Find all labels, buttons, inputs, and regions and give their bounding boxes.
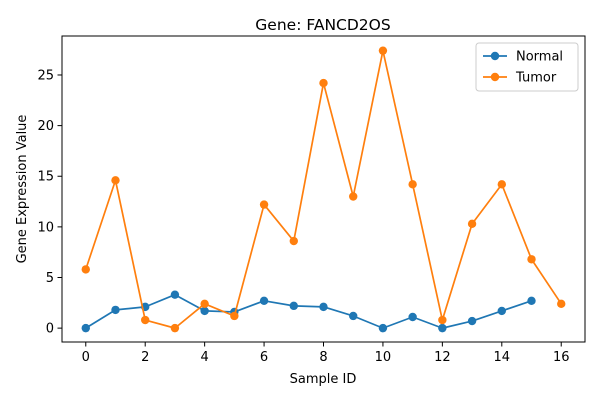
normal-data-point bbox=[378, 323, 388, 333]
x-tick-label: 2 bbox=[141, 350, 149, 365]
normal-data-point bbox=[259, 296, 269, 305]
x-axis-label: Sample ID bbox=[290, 372, 357, 387]
y-tick-label: 25 bbox=[37, 68, 54, 83]
normal-data-point bbox=[467, 316, 477, 326]
tumor-data-point bbox=[170, 323, 180, 333]
tumor-data-point bbox=[438, 315, 447, 325]
tumor-data-point bbox=[230, 311, 239, 321]
normal-data-point bbox=[408, 312, 417, 322]
normal-data-point bbox=[349, 311, 358, 321]
normal-data-point bbox=[289, 301, 298, 311]
legend-tumor-label: Tumor bbox=[515, 71, 557, 86]
tumor-data-point bbox=[349, 192, 358, 201]
legend-normal-marker bbox=[490, 51, 500, 61]
legend-tumor-marker bbox=[490, 72, 500, 82]
tumor-data-point bbox=[557, 299, 566, 309]
tumor-data-point bbox=[467, 219, 477, 229]
x-tick-label: 12 bbox=[434, 350, 451, 365]
y-axis-label: Gene Expression Value bbox=[15, 115, 30, 264]
tumor-data-point bbox=[141, 315, 150, 325]
x-tick-label: 0 bbox=[82, 350, 90, 365]
y-tick-label: 15 bbox=[37, 170, 54, 185]
y-tick-label: 5 bbox=[46, 271, 54, 286]
tumor-data-point bbox=[408, 180, 417, 189]
normal-data-point bbox=[497, 306, 506, 316]
chart-title: Gene: FANCD2OS bbox=[255, 16, 390, 34]
x-tick-label: 6 bbox=[260, 350, 268, 365]
plot-area: 0 2 4 6 8 10 12 14 16 0 5 10 15 20 25 bbox=[37, 35, 586, 365]
x-tick-label: 4 bbox=[200, 350, 208, 365]
tumor-data-point bbox=[319, 78, 328, 88]
x-tick-label: 16 bbox=[553, 350, 570, 365]
normal-data-point bbox=[438, 323, 447, 333]
tumor-data-point bbox=[200, 299, 209, 309]
normal-data-point bbox=[111, 305, 120, 315]
x-tick-label: 10 bbox=[375, 350, 392, 365]
y-tick-label: 10 bbox=[37, 220, 54, 235]
tumor-data-point bbox=[111, 176, 120, 185]
legend-box bbox=[475, 42, 579, 92]
y-tick-label: 20 bbox=[37, 119, 54, 134]
tumor-data-point bbox=[378, 46, 388, 55]
tumor-series-line bbox=[84, 49, 562, 329]
normal-data-point bbox=[527, 296, 536, 305]
tumor-data-point bbox=[527, 255, 536, 264]
x-tick-label: 8 bbox=[319, 350, 327, 365]
x-tick-label: 14 bbox=[494, 350, 511, 365]
tumor-data-point bbox=[497, 180, 506, 189]
legend: Normal Tumor bbox=[475, 42, 579, 92]
legend-normal-label: Normal bbox=[516, 50, 563, 65]
normal-series-line bbox=[85, 293, 532, 329]
tumor-data-point bbox=[81, 265, 90, 274]
normal-data-point bbox=[319, 302, 328, 312]
y-tick-label: 0 bbox=[46, 322, 54, 337]
normal-data-point bbox=[170, 290, 180, 299]
normal-data-point bbox=[200, 306, 209, 316]
tumor-data-point bbox=[289, 236, 298, 246]
tumor-data-point bbox=[259, 200, 269, 209]
normal-data-point bbox=[81, 323, 90, 333]
